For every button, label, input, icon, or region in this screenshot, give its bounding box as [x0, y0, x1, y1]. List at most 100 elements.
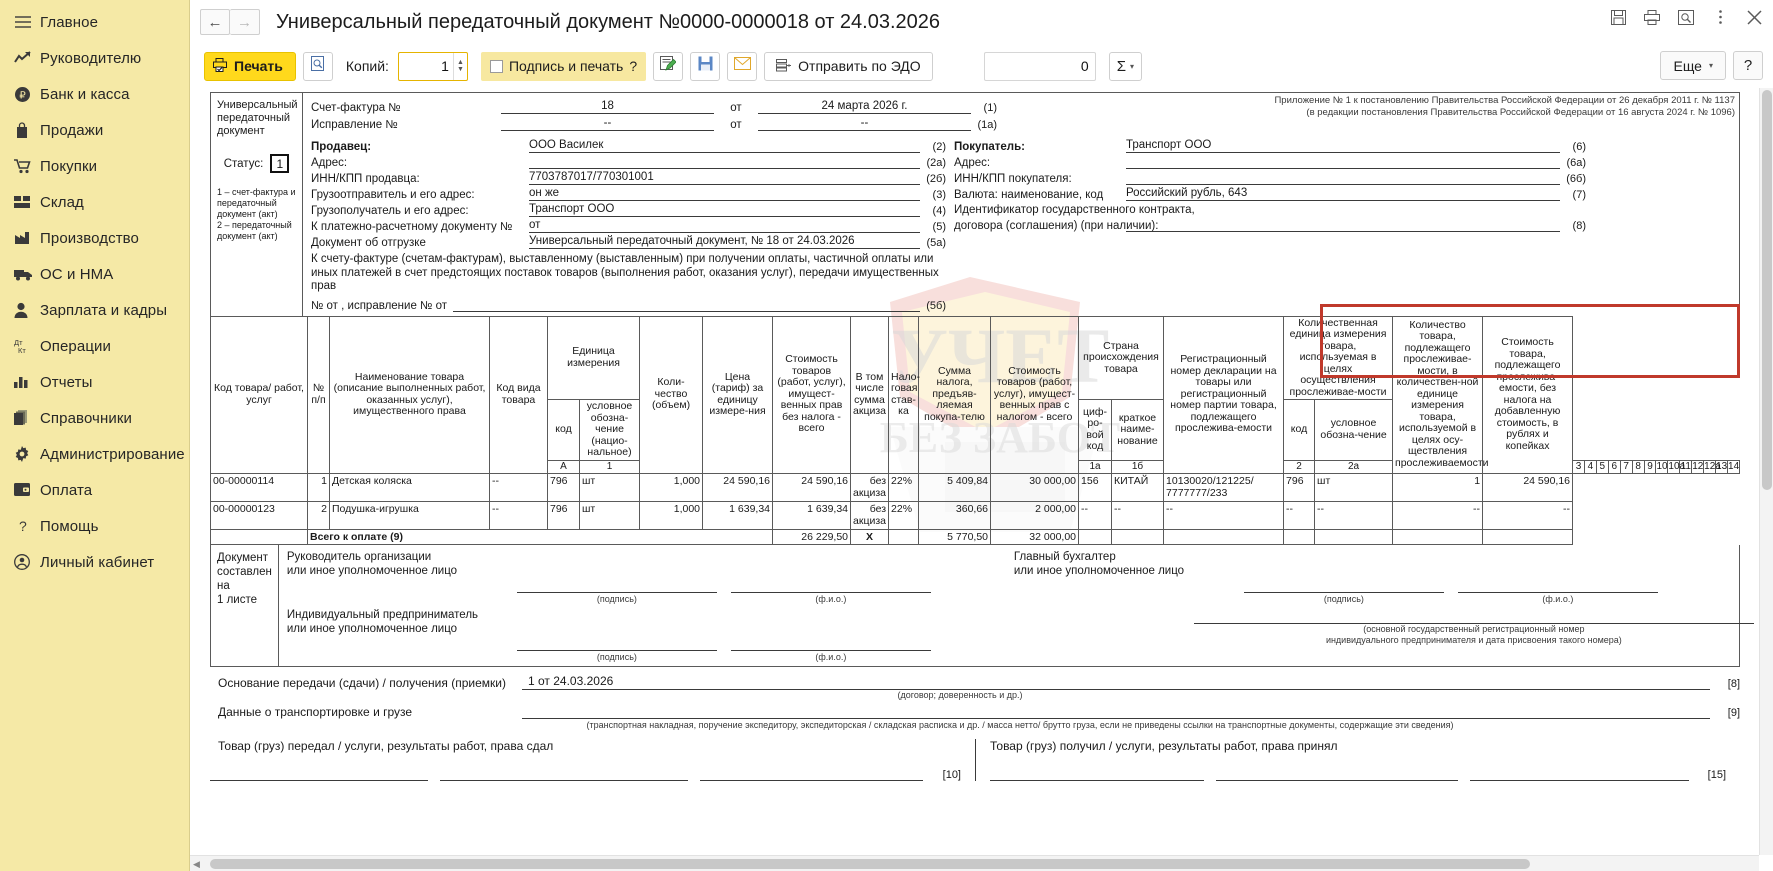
th-excise: В том числе сумма акциза	[850, 315, 890, 474]
horizontal-scroll-thumb[interactable]	[210, 859, 1530, 869]
payment-doc-line[interactable]: от	[529, 219, 920, 233]
amount-field[interactable]: 0	[983, 51, 1096, 81]
sum-button[interactable]: Σ ▾	[1108, 51, 1142, 81]
close-icon[interactable]	[1745, 8, 1763, 26]
sidebar-item-sklad[interactable]: Склад	[0, 184, 189, 220]
received-line-1[interactable]	[990, 769, 1204, 781]
sidebar-item-label: Главное	[40, 13, 99, 31]
cell-total: 30 000,00	[990, 472, 1080, 502]
transport-line[interactable]	[522, 704, 1710, 719]
cell-country-name: КИТАЙ	[1111, 472, 1165, 502]
sidebar-item-glavnoe[interactable]: Главное	[0, 4, 189, 40]
checkbox-box[interactable]	[489, 59, 503, 73]
field-num: (2а)	[926, 157, 946, 169]
seller-value-line[interactable]: ООО Василек	[529, 139, 920, 153]
cell-unit-symbol: шт	[578, 472, 641, 502]
th-trace-unit-code: код	[1283, 399, 1316, 461]
sidebar-item-zarplata-i-kadry[interactable]: Зарплата и кадры	[0, 292, 189, 328]
received-line-2[interactable]	[1215, 769, 1459, 781]
buyer-inn-line[interactable]	[1126, 171, 1560, 185]
sign-and-print-checkbox[interactable]: Подпись и печать ?	[480, 51, 647, 81]
table-row[interactable]: 00-00000123 2 Подушка-игрушка -- 796 шт …	[210, 500, 1740, 530]
signature-line[interactable]: (подпись)	[516, 582, 717, 604]
seller-inn-line[interactable]: 7703787017/770301001	[529, 171, 920, 185]
sidebar-item-pomoshch[interactable]: ? Помощь	[0, 508, 189, 544]
sidebar-item-proizvodstvo[interactable]: Производство	[0, 220, 189, 256]
help-button[interactable]: ?	[1733, 51, 1763, 80]
correction-date-line[interactable]: --	[758, 117, 971, 131]
invoice-date-line[interactable]: 24 марта 2026 г.	[758, 100, 971, 114]
received-line-3[interactable]	[1470, 769, 1689, 781]
signature-line[interactable]: (подпись)	[1243, 582, 1444, 604]
sidebar-item-oplata[interactable]: Оплата	[0, 472, 189, 508]
gov-contract-line[interactable]	[1126, 218, 1560, 232]
sidebar-item-pokupki[interactable]: Покупки	[0, 148, 189, 184]
status-value[interactable]: 1	[270, 154, 290, 173]
status-note: 1 – счет-фактура и передаточный документ…	[217, 187, 296, 241]
ogrn-line[interactable]	[1193, 614, 1754, 624]
consignor-line[interactable]: он же	[529, 187, 920, 201]
buyer-label: Покупатель:	[954, 141, 1026, 153]
sidebar-item-os-i-nma[interactable]: ОС и НМА	[0, 256, 189, 292]
cell-price: 1 639,34	[702, 500, 774, 530]
handed-line-2[interactable]	[440, 769, 689, 781]
vertical-scroll-thumb[interactable]	[1762, 90, 1772, 490]
upd-items-table: Код товара/ работ, услуг № п/п Наименова…	[210, 315, 1740, 545]
sidebar-item-bank-i-kassa[interactable]: ₽ Банк и касса	[0, 76, 189, 112]
send-edo-button[interactable]: Отправить по ЭДО	[764, 51, 933, 81]
fio-line[interactable]: (ф.и.о.)	[1457, 582, 1658, 604]
colnum: 11	[1679, 459, 1693, 474]
back-button[interactable]: ←	[200, 9, 230, 35]
correction-no-value-line[interactable]: --	[501, 117, 714, 131]
seller-address-line[interactable]	[529, 155, 920, 169]
buyer-value-line[interactable]: Транспорт ООО	[1126, 139, 1560, 153]
sidebar-item-operacii[interactable]: Дт Кт Операции	[0, 328, 189, 364]
sidebar-item-otchety[interactable]: Отчеты	[0, 364, 189, 400]
colnum: А	[547, 459, 580, 474]
buyer-inn-label: ИНН/КПП покупателя:	[954, 173, 1072, 185]
print-icon[interactable]	[1643, 8, 1661, 26]
sidebar-item-administrirovanie[interactable]: Администрирование	[0, 436, 189, 472]
sidebar-item-label: Производство	[40, 229, 140, 247]
save-icon[interactable]	[1609, 8, 1627, 26]
advance-note-fill[interactable]	[452, 298, 920, 312]
print-button-label: Печать	[234, 58, 283, 74]
sidebar-item-lichnyy-kabinet[interactable]: Личный кабинет	[0, 544, 189, 580]
more-button[interactable]: Еще ▾	[1660, 51, 1726, 80]
print-preview-button[interactable]	[302, 51, 333, 81]
copies-stepper[interactable]: ▲▼	[397, 51, 468, 81]
copies-spinner[interactable]: ▲ ▼	[452, 52, 467, 80]
vertical-scrollbar[interactable]	[1759, 88, 1773, 855]
currency-line[interactable]: Российский рубль, 643	[1126, 187, 1560, 201]
buyer-address-line[interactable]	[1126, 155, 1560, 169]
shipping-doc-line[interactable]: Универсальный передаточный документ, № 1…	[529, 235, 920, 249]
preview-icon[interactable]	[1677, 8, 1695, 26]
copies-input[interactable]	[398, 52, 453, 80]
horizontal-scrollbar[interactable]: ◀	[190, 855, 1759, 871]
cell-np: 2	[307, 500, 330, 530]
signature-line[interactable]: (подпись)	[516, 640, 717, 662]
sign-help-icon[interactable]: ?	[629, 58, 638, 74]
cell-trace-unit-code: --	[1283, 500, 1316, 530]
field-num: (2б)	[926, 173, 946, 185]
forward-button[interactable]: →	[230, 9, 260, 35]
basis-line[interactable]: 1 от 24.03.2026	[522, 674, 1710, 690]
cell-decl: 10130020/121225/ 7777777/233	[1163, 472, 1285, 502]
fio-line[interactable]: (ф.и.о.)	[730, 582, 931, 604]
fio-line[interactable]: (ф.и.о.)	[730, 640, 931, 662]
print-button[interactable]: Печать	[204, 51, 296, 81]
table-row[interactable]: 00-00000114 1 Детская коляска -- 796 шт …	[210, 472, 1740, 502]
mail-button[interactable]	[727, 51, 758, 81]
save-button[interactable]	[690, 51, 721, 81]
edit-document-button[interactable]	[653, 51, 684, 81]
document-scroll-area[interactable]: УЧЕТ БЕЗ ЗАБОТ Универсальный передаточны…	[190, 88, 1773, 871]
scroll-left-arrow[interactable]: ◀	[193, 859, 200, 869]
consignee-line[interactable]: Транспорт ООО	[529, 203, 920, 217]
sidebar-item-prodazhi[interactable]: Продажи	[0, 112, 189, 148]
handed-line-3[interactable]	[700, 769, 924, 781]
invoice-no-value-line[interactable]: 18	[501, 100, 714, 114]
kebab-menu-icon[interactable]	[1711, 8, 1729, 26]
sidebar-item-spravochniki[interactable]: Справочники	[0, 400, 189, 436]
sidebar-item-rukovoditelyu[interactable]: Руководителю	[0, 40, 189, 76]
handed-line-1[interactable]	[210, 769, 429, 781]
